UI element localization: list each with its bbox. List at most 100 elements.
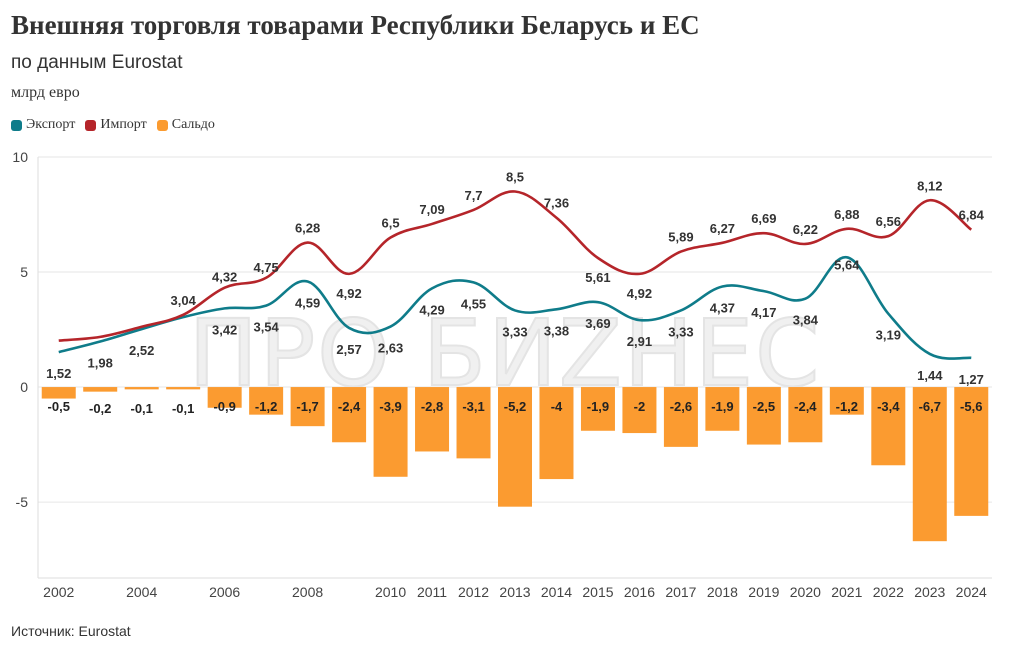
- bar-value-label: -3,9: [379, 399, 401, 414]
- x-tick-label: 2021: [831, 584, 862, 600]
- bar-balance: [580, 387, 615, 431]
- x-tick-label: 2016: [624, 584, 655, 600]
- x-tick-label: 2013: [499, 584, 530, 600]
- x-tick-label: 2004: [126, 584, 157, 600]
- bar-value-label: -2,4: [794, 399, 817, 414]
- bar-value-label: -1,9: [711, 399, 733, 414]
- export-value-label: 3,69: [585, 316, 610, 331]
- import-value-label: 7,36: [544, 196, 569, 211]
- y-tick-label: 5: [20, 264, 28, 280]
- bar-balance: [498, 387, 532, 507]
- x-tick-label: 2018: [707, 584, 738, 600]
- bar-value-label: -3,4: [877, 399, 900, 414]
- export-value-label: 3,33: [502, 324, 527, 339]
- legend-swatch-export: [11, 119, 22, 131]
- x-tick-label: 2017: [665, 584, 696, 600]
- bar-balance: [373, 387, 408, 477]
- chart-title: Внешняя торговля товарами Республики Бел…: [11, 10, 700, 40]
- bar-value-label: -2,6: [670, 399, 692, 414]
- export-value-label: 1,27: [959, 372, 984, 387]
- import-value-label: 4,92: [627, 286, 652, 301]
- legend-item-import[interactable]: Импорт: [85, 117, 147, 133]
- bar-value-label: -1,9: [587, 399, 609, 414]
- import-value-label: 6,69: [751, 211, 776, 226]
- source-note: Источник: Eurostat: [11, 623, 131, 639]
- bar-value-label: -6,7: [919, 399, 941, 414]
- import-value-label: 6,84: [959, 208, 985, 223]
- bar-value-label: -2: [634, 399, 646, 414]
- bar-balance: [290, 387, 325, 427]
- bar-value-label: -1,7: [296, 399, 318, 414]
- x-tick-label: 2015: [582, 584, 613, 600]
- x-tick-label: 2014: [541, 584, 572, 600]
- legend-swatch-balance: [156, 119, 168, 131]
- legend-item-balance[interactable]: Сальдо: [156, 117, 215, 133]
- bar-value-label: -1,2: [255, 399, 277, 414]
- bar-value-label: -0,9: [213, 399, 235, 414]
- x-tick-label: 2024: [956, 584, 987, 600]
- export-value-label: 3,42: [212, 322, 237, 337]
- x-tick-label: 2020: [790, 584, 821, 600]
- legend-label-import: Импорт: [100, 117, 147, 132]
- bar-value-label: -2,8: [421, 399, 443, 414]
- bar-balance: [788, 387, 823, 443]
- import-value-label: 6,88: [834, 207, 859, 222]
- bar-balance: [539, 387, 574, 480]
- x-tick-label: 2006: [209, 584, 240, 600]
- import-value-label: 6,56: [876, 214, 901, 229]
- import-value-label: 4,92: [336, 286, 361, 301]
- export-value-label: 1,52: [46, 366, 71, 381]
- export-value-label: 3,33: [668, 324, 693, 339]
- bar-balance: [124, 387, 159, 390]
- x-tick-label: 2002: [43, 584, 74, 600]
- export-value-label: 4,37: [710, 301, 735, 316]
- import-value-label: 6,5: [382, 216, 400, 231]
- export-value-label: 3,38: [544, 323, 569, 338]
- y-tick-label: 10: [12, 149, 28, 165]
- line-import: [58, 190, 973, 342]
- export-value-label: 4,59: [295, 295, 320, 310]
- bar-value-label: -0,5: [48, 399, 70, 414]
- bar-value-label: -5,2: [504, 399, 526, 414]
- import-value-label: 6,27: [710, 221, 735, 236]
- import-value-label: 8,5: [506, 170, 524, 185]
- legend-item-export[interactable]: Экспорт: [11, 117, 75, 133]
- bar-balance: [622, 387, 657, 434]
- x-tick-label: 2010: [375, 584, 406, 600]
- legend-label-balance: Сальдо: [171, 117, 215, 132]
- bar-balance: [954, 387, 989, 516]
- legend-swatch-import: [85, 119, 97, 131]
- x-tick-label: 2011: [417, 584, 447, 600]
- bar-balance: [912, 387, 947, 542]
- bar-value-label: -5,6: [960, 399, 982, 414]
- bar-value-label: -1,2: [836, 399, 858, 414]
- bar-balance: [83, 387, 118, 392]
- x-tick-label: 2008: [292, 584, 323, 600]
- bar-value-label: -0,1: [130, 401, 152, 416]
- bar-balance: [41, 387, 76, 399]
- bar-balance: [829, 387, 864, 415]
- export-value-label: 2,91: [627, 334, 652, 349]
- x-tick-label: 2019: [748, 584, 779, 600]
- x-tick-label: 2012: [458, 584, 489, 600]
- import-value-label: 5,61: [585, 270, 610, 285]
- import-value-label: 4,32: [212, 270, 237, 285]
- export-value-label: 2,63: [378, 341, 403, 356]
- y-tick-label: 0: [20, 379, 28, 395]
- bar-value-label: -4: [551, 399, 563, 414]
- import-value-label: 8,12: [917, 178, 942, 193]
- bar-balance: [415, 387, 450, 452]
- bar-value-label: -0,2: [89, 401, 111, 416]
- bar-balance: [207, 387, 242, 408]
- line-export: [58, 256, 972, 360]
- export-value-label: 1,98: [88, 356, 113, 371]
- export-value-label: 4,29: [419, 302, 444, 317]
- import-value-label: 7,7: [464, 188, 482, 203]
- import-value-label: 6,22: [793, 222, 818, 237]
- bar-balance: [332, 387, 367, 443]
- bar-value-label: -2,5: [753, 399, 775, 414]
- legend-label-export: Экспорт: [26, 117, 76, 132]
- bar-balance: [249, 387, 284, 415]
- bar-balance: [746, 387, 781, 445]
